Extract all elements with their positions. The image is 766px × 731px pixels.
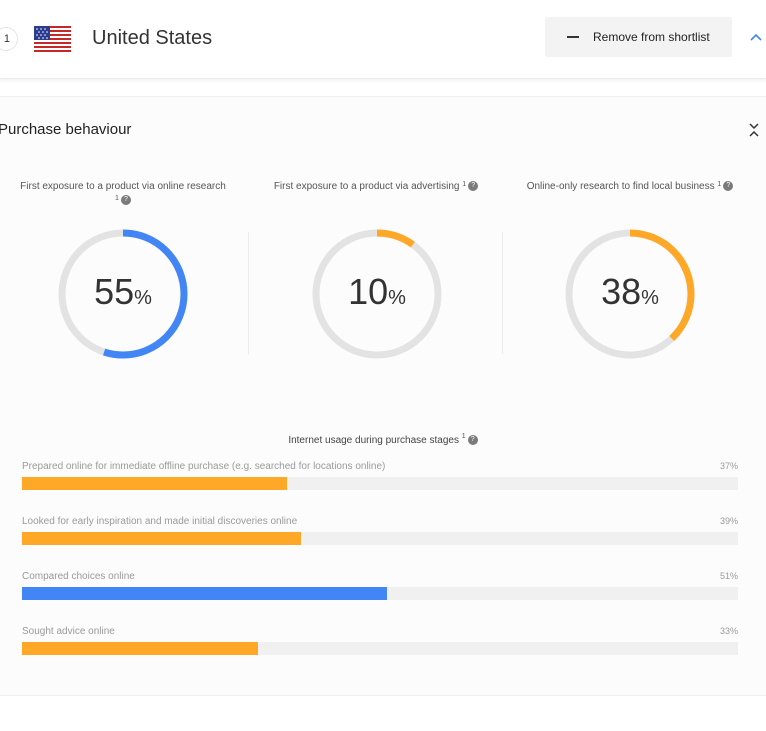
usage-bar-label: Sought advice online xyxy=(22,626,115,637)
question-mark-icon[interactable]: ? xyxy=(467,435,478,446)
donut-value: 55% xyxy=(94,271,152,312)
metric-title-online-research: First exposure to a product via online r… xyxy=(20,181,226,206)
minus-icon xyxy=(567,36,579,38)
us-flag-icon xyxy=(34,26,71,52)
country-header: 1 United States Remove from shortlist xyxy=(0,0,766,79)
usage-bar-fill xyxy=(22,587,388,600)
donut-arc xyxy=(58,229,188,359)
usage-bar-label: Compared choices online xyxy=(22,571,135,582)
divider xyxy=(502,232,503,354)
usage-bar-fill xyxy=(22,532,302,545)
section-title: Purchase behaviour xyxy=(0,121,132,138)
usage-bar-label: Looked for early inspiration and made in… xyxy=(22,516,298,527)
usage-bar-value: 39% xyxy=(719,516,738,526)
usage-bar-track xyxy=(22,642,738,655)
usage-bar-value: 37% xyxy=(719,461,738,471)
usage-title: Internet usage during purchase stages 1? xyxy=(0,433,766,446)
question-mark-icon[interactable]: ? xyxy=(723,181,734,192)
usage-bar-track xyxy=(22,477,738,490)
usage-bar-track xyxy=(22,532,738,545)
usage-bar-fill xyxy=(22,477,287,490)
usage-bar-value: 33% xyxy=(719,626,738,636)
donut-advertising: 10% xyxy=(310,227,444,361)
usage-bar-value: 51% xyxy=(719,571,738,581)
metric-title-local-business: Online-only research to find local busin… xyxy=(514,180,746,194)
collapse-arrows-icon[interactable] xyxy=(747,122,761,138)
donut-value: 38% xyxy=(601,271,659,312)
question-mark-icon[interactable]: ? xyxy=(468,181,479,192)
donut-value: 10% xyxy=(348,271,406,312)
usage-bar-track xyxy=(22,587,738,600)
donut-online-research: 55% xyxy=(56,227,190,361)
usage-bar-label: Prepared online for immediate offline pu… xyxy=(22,461,386,472)
remove-button-label: Remove from shortlist xyxy=(593,30,710,44)
metric-title-advertising: First exposure to a product via advertis… xyxy=(262,180,490,194)
chevron-up-icon[interactable] xyxy=(747,28,765,46)
donut-arc xyxy=(312,229,442,359)
country-name: United States xyxy=(92,27,213,49)
donut-arc xyxy=(565,229,695,359)
rank-badge: 1 xyxy=(0,27,18,51)
question-mark-icon[interactable]: ? xyxy=(120,195,131,206)
divider xyxy=(248,232,249,354)
donut-local-business: 38% xyxy=(563,227,697,361)
remove-from-shortlist-button[interactable]: Remove from shortlist xyxy=(545,17,732,57)
usage-bar-fill xyxy=(22,642,259,655)
